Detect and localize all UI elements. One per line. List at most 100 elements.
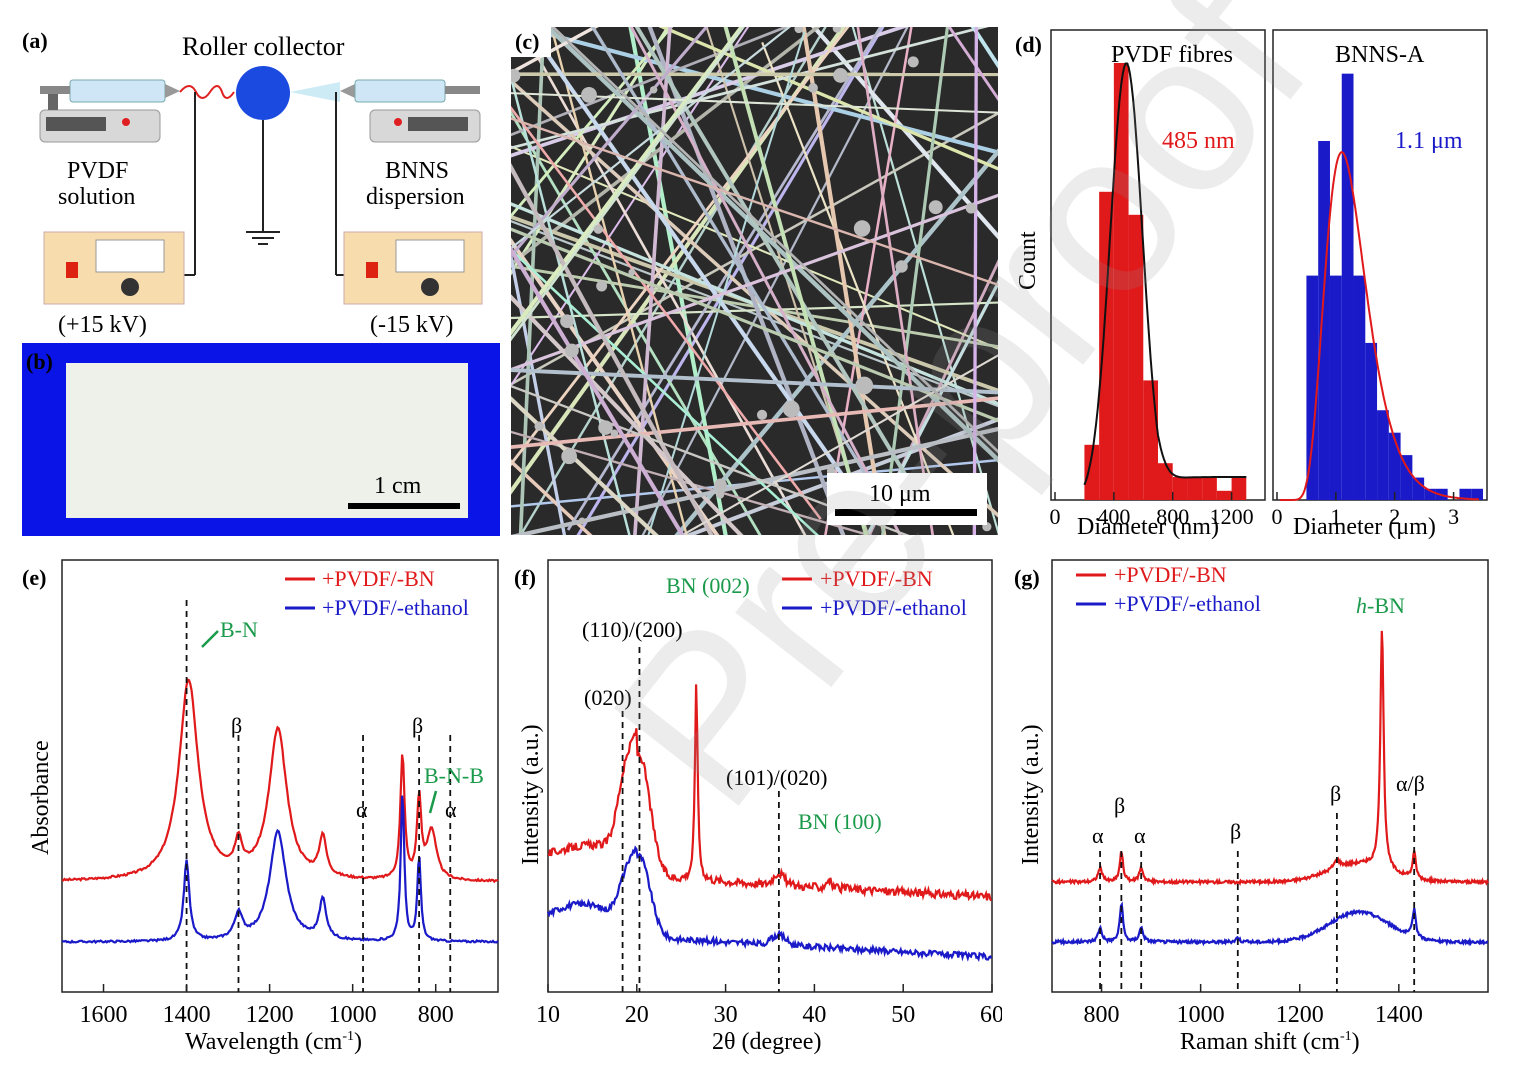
hist-tick-label: 1 xyxy=(1330,504,1341,529)
legend-red: +PVDF/-BN xyxy=(1114,562,1227,587)
film-sample xyxy=(66,363,468,518)
beta-1: β xyxy=(231,713,242,738)
hist-bar xyxy=(1099,191,1114,501)
hist-bar xyxy=(1471,488,1483,500)
sem-fibre xyxy=(625,0,674,650)
hist-tick-label: 0 xyxy=(1050,504,1061,529)
hist-bar xyxy=(1377,410,1389,500)
panel-f: (f) 10 20 30 40 50 60 Intensity (a.u.) 2θ (de… xyxy=(512,555,1004,1065)
right-spray-icon xyxy=(290,82,340,102)
panel-c: (c) 10 μm xyxy=(37,0,1471,1014)
bn-particle xyxy=(560,314,574,329)
ftir-tick-label: 1600 xyxy=(80,1002,128,1028)
sem-fibre xyxy=(506,0,849,483)
panel-c-label: (c) xyxy=(515,29,539,54)
legend-blue: +PVDF/-ethanol xyxy=(1114,591,1261,616)
xrd-plot: 10 20 30 40 50 60 xyxy=(536,647,1004,1028)
hbn-annotation: h-BN xyxy=(1356,593,1405,618)
electrospinning-schematic: (a) Roller collector xyxy=(22,28,483,338)
bn-particle xyxy=(628,268,636,276)
bn-particle xyxy=(564,343,579,358)
ftir-legend: +PVDF/-BN +PVDF/-ethanol xyxy=(285,566,469,620)
bn-particle xyxy=(649,86,658,94)
bnb-annotation: B-N-B xyxy=(424,763,484,788)
ftir-red-series xyxy=(61,678,499,884)
hist-bar xyxy=(1143,380,1158,500)
roller-label: Roller collector xyxy=(182,32,345,61)
right-syringe-pump-icon xyxy=(340,79,481,143)
panel-d-label: (d) xyxy=(1015,32,1042,57)
sem-fibre xyxy=(495,0,844,576)
beta-2: β xyxy=(1230,819,1241,844)
left-power-supply-icon xyxy=(43,231,185,305)
ftir-tick-label: 1000 xyxy=(329,1002,377,1028)
alpha-2: α xyxy=(445,797,457,822)
left-solution-label-1: PVDF xyxy=(67,158,128,184)
roller-collector-icon xyxy=(236,66,290,120)
bn002-annotation: BN (002) xyxy=(666,573,750,598)
hist-fit-line xyxy=(1279,151,1479,501)
hist-tick-label: 0 xyxy=(1272,504,1283,529)
right-hist-mean: 1.1 μm xyxy=(1395,128,1463,154)
panel-a: (a) Roller collector xyxy=(0,0,505,340)
alpha-1: α xyxy=(356,797,368,822)
hist-bar xyxy=(1329,275,1342,500)
legend-blue: +PVDF/-ethanol xyxy=(322,595,469,620)
hist-bar xyxy=(1459,488,1472,500)
bn-particle xyxy=(895,260,908,273)
panel-g-label: (g) xyxy=(1014,565,1040,590)
xrd-xlabel: 2θ (degree) xyxy=(712,1029,821,1055)
panel-b-scale-bar xyxy=(348,503,460,509)
hist-bar xyxy=(1318,140,1330,500)
hist-bar xyxy=(1424,488,1436,500)
sem-fibre xyxy=(489,0,871,491)
hist-bar xyxy=(1306,275,1319,500)
panel-a-label: (a) xyxy=(22,28,48,53)
bn-particle xyxy=(578,517,586,525)
sem-fibre xyxy=(574,0,893,517)
hist-bar xyxy=(1128,214,1144,501)
xrd-ylabel: Intensity (a.u.) xyxy=(518,724,544,865)
bn-arrow xyxy=(201,630,219,648)
bn-particle xyxy=(593,224,603,234)
hist-tick-label: 400 xyxy=(1097,504,1130,529)
hist-bar xyxy=(1341,73,1354,500)
panel-b-label: (b) xyxy=(26,349,53,374)
ftir-plot: 1600 1400 1200 1000 800 xyxy=(61,600,499,1028)
sem-fibre xyxy=(386,0,826,348)
beta-3: β xyxy=(1330,781,1341,806)
left-hist-xlabel: Diameter (nm) xyxy=(1077,514,1219,540)
bn-particle xyxy=(832,24,842,33)
bn-particle xyxy=(756,409,768,421)
raman-plot: 800 1000 1200 1400 xyxy=(1051,630,1489,1028)
legend-red: +PVDF/-BN xyxy=(820,566,933,591)
hist-bar xyxy=(1172,477,1188,500)
hist-bar xyxy=(1202,477,1217,500)
right-hist-xlabel: Diameter (μm) xyxy=(1293,514,1436,540)
xrd-chart: (f) 10 20 30 40 50 60 Intensity (a.u.) 2θ (de… xyxy=(514,559,1004,1055)
legend-red: +PVDF/-BN xyxy=(322,566,435,591)
xrd-tick-label: 30 xyxy=(714,1002,738,1028)
bn100-annotation: BN (100) xyxy=(798,809,882,834)
ftir-chart: (e) 1600 1400 1200 1000 800 Absorbance Wavel… xyxy=(22,559,499,1055)
panel-e-label: (e) xyxy=(22,565,46,590)
left-syringe-pump-icon xyxy=(39,79,180,143)
ftir-frame xyxy=(61,559,499,993)
xrd-frame xyxy=(547,559,993,993)
beta-2: β xyxy=(412,713,423,738)
right-solution-label-2: dispersion xyxy=(366,184,465,210)
hist-bar xyxy=(1084,444,1100,500)
beta-1: β xyxy=(1114,793,1125,818)
raman-red-series xyxy=(1051,630,1489,887)
ftir-tick-label: 800 xyxy=(418,1002,454,1028)
bn-particle xyxy=(714,478,727,492)
raman-tick-label: 1000 xyxy=(1177,1002,1225,1028)
left-hist-title: PVDF fibres xyxy=(1111,42,1233,68)
right-power-supply-icon xyxy=(343,231,483,305)
sem-fibre xyxy=(522,0,1050,501)
sem-fibre xyxy=(618,0,931,515)
xrd-red-series xyxy=(548,684,993,902)
hist-tick-label: 1200 xyxy=(1210,504,1254,529)
bn-particle xyxy=(598,420,613,435)
sem-image: (c) 10 μm xyxy=(37,0,1471,1014)
